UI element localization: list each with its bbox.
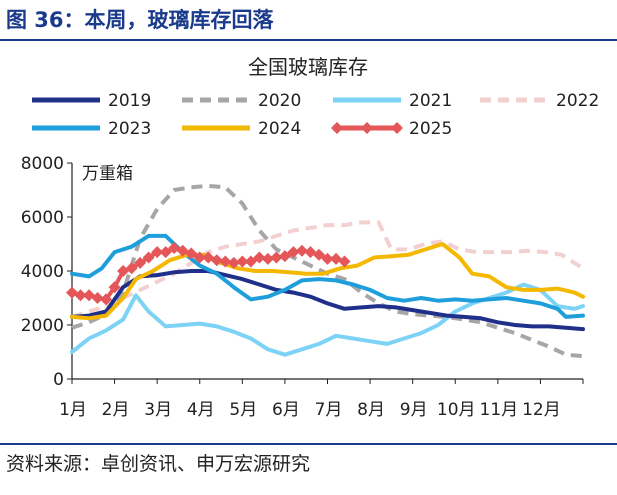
x-tick-label: 8月 bbox=[357, 400, 385, 420]
chart-title: 全国玻璃库存 bbox=[248, 55, 368, 79]
figure-title: 图 36：本周，玻璃库存回落 bbox=[6, 8, 274, 32]
series-line-2024 bbox=[70, 242, 585, 321]
series-marker-2025 bbox=[261, 252, 274, 265]
y-tick-label: 6000 bbox=[21, 208, 64, 228]
series-line-2023 bbox=[70, 233, 585, 319]
x-tick-label: 2月 bbox=[102, 400, 130, 420]
x-tick-label: 6月 bbox=[272, 400, 300, 420]
series-line-2022 bbox=[71, 220, 585, 319]
series-marker-2025 bbox=[159, 246, 172, 259]
y-tick-label: 2000 bbox=[21, 316, 64, 336]
y-tick-label: 8000 bbox=[21, 154, 64, 174]
series-line-2019 bbox=[70, 269, 585, 332]
series-marker-2025 bbox=[134, 256, 147, 269]
x-tick-label: 11月 bbox=[480, 400, 519, 420]
legend-label-2025: 2025 bbox=[409, 119, 452, 139]
legend-marker bbox=[361, 122, 373, 134]
x-tick-label: 5月 bbox=[229, 400, 257, 420]
series-marker-2025 bbox=[210, 254, 223, 267]
series-marker-2025 bbox=[91, 292, 104, 304]
series-lines bbox=[66, 183, 585, 359]
series-marker-2025 bbox=[125, 262, 138, 275]
series-marker-2025 bbox=[100, 293, 113, 306]
series-marker-2025 bbox=[270, 251, 283, 264]
series-marker-2025 bbox=[278, 250, 291, 263]
series-marker-2025 bbox=[253, 251, 266, 264]
series-marker-2025 bbox=[227, 256, 240, 269]
series-marker-2025 bbox=[142, 251, 155, 264]
series-marker-2025 bbox=[185, 247, 198, 260]
legend-marker bbox=[391, 122, 403, 134]
series-marker-2025 bbox=[74, 289, 87, 302]
legend-label-2021: 2021 bbox=[409, 91, 452, 111]
series-marker-2025 bbox=[295, 244, 308, 257]
legend-label-2024: 2024 bbox=[258, 119, 301, 139]
axes: 0 2000 4000 6000 8000 1月 2月 3月 4月 5月 6月 7月 8月 9月 10月 11… bbox=[21, 154, 584, 420]
series-marker-2025 bbox=[287, 246, 300, 259]
x-tick-label: 4月 bbox=[187, 400, 215, 420]
series-marker-2025 bbox=[108, 281, 121, 294]
title-divider bbox=[0, 39, 617, 41]
y-tick-label: 4000 bbox=[21, 262, 64, 282]
series-marker-2025 bbox=[321, 252, 334, 265]
x-tick-label: 9月 bbox=[400, 400, 428, 420]
series-line-2021 bbox=[70, 282, 585, 357]
y-tick-label: 0 bbox=[53, 370, 64, 390]
legend-marker bbox=[331, 122, 343, 134]
series-marker-2025 bbox=[193, 251, 206, 264]
series-marker-2025 bbox=[117, 265, 130, 277]
x-tick-label: 1月 bbox=[59, 400, 87, 420]
footer-divider bbox=[0, 443, 617, 445]
x-tick-label: 10月 bbox=[437, 400, 476, 420]
legend-label-2020: 2020 bbox=[258, 91, 301, 111]
series-marker-2025 bbox=[312, 248, 325, 261]
legend-label-2019: 2019 bbox=[108, 91, 151, 111]
x-tick-label: 12月 bbox=[522, 400, 561, 420]
legend-label-2022: 2022 bbox=[556, 91, 599, 111]
x-tick-label: 7月 bbox=[315, 400, 343, 420]
x-tick-label: 3月 bbox=[144, 400, 172, 420]
unit-label: 万重箱 bbox=[82, 164, 133, 184]
source-note: 资料来源：卓创资讯、申万宏源研究 bbox=[6, 453, 311, 475]
legend: 2019 2020 2021 2022 2023 2024 2025 bbox=[32, 91, 599, 139]
series-marker-2025 bbox=[151, 246, 164, 259]
legend-label-2023: 2023 bbox=[108, 119, 151, 139]
